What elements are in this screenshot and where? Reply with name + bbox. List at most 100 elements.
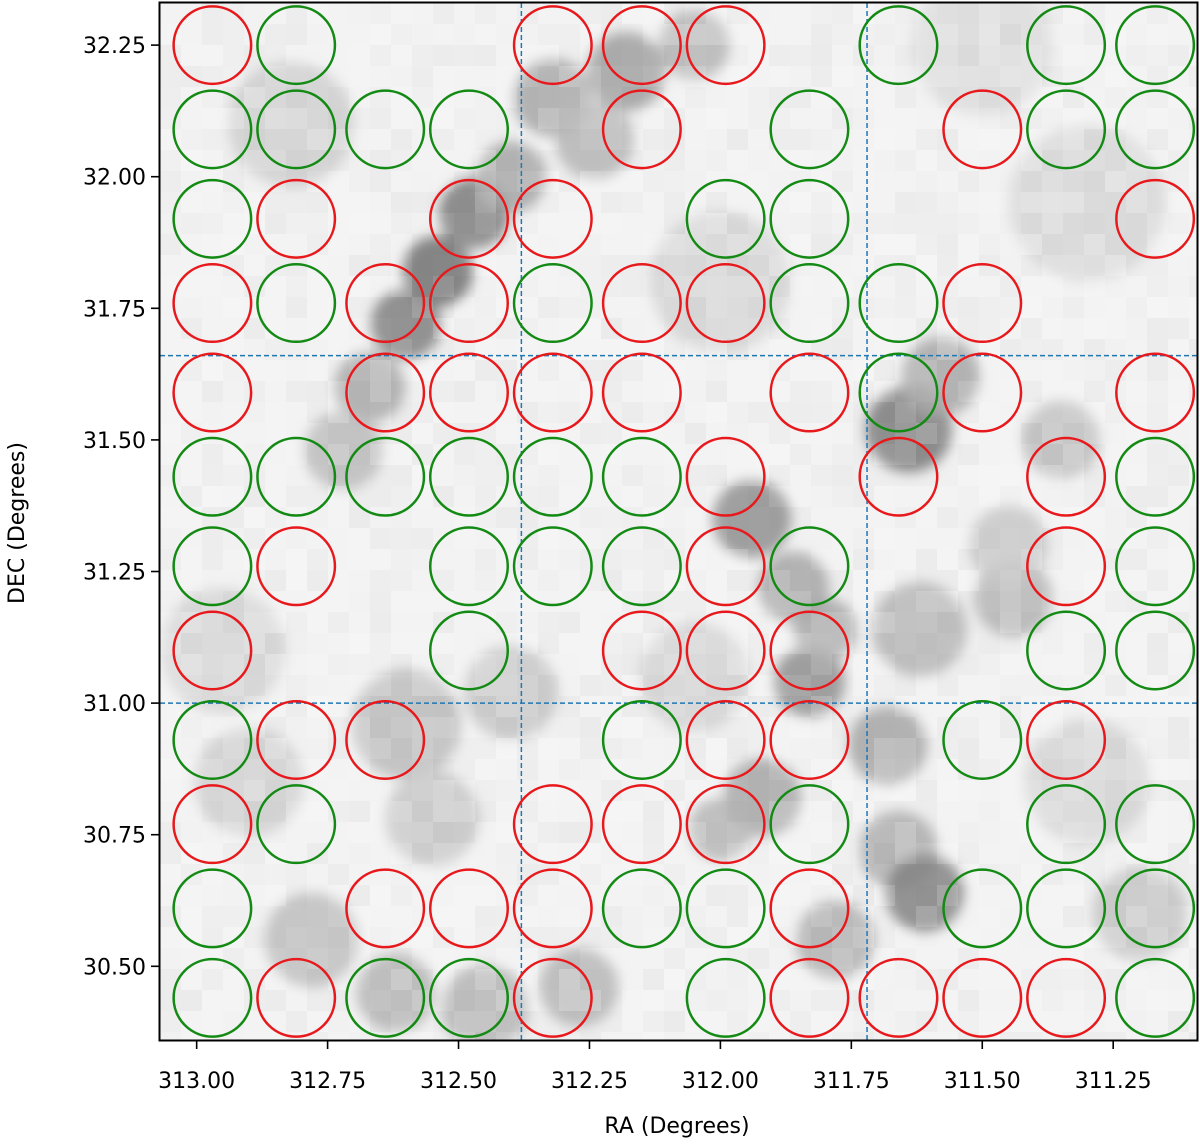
pixel-cell	[1021, 423, 1042, 444]
pixel-cell	[1084, 213, 1105, 234]
pixel-cell	[475, 570, 496, 591]
data-point	[172, 957, 253, 1038]
pixel-cell	[580, 843, 601, 864]
pixel-cell	[727, 213, 748, 234]
pixel-cell	[1168, 129, 1189, 150]
pixel-cell	[958, 591, 979, 612]
pixel-cell	[664, 297, 685, 318]
pixel-cell	[1147, 318, 1168, 339]
pixel-cell	[1147, 381, 1168, 402]
pixel-cell	[916, 864, 937, 885]
pixel-cell	[1063, 927, 1084, 948]
series-2	[172, 5, 1196, 1038]
data-point	[769, 526, 850, 607]
pixel-cell	[958, 507, 979, 528]
pixel-cell	[223, 549, 244, 570]
pixel-cell	[664, 822, 685, 843]
pixel-cell	[916, 150, 937, 171]
pixel-cell	[937, 234, 958, 255]
pixel-cell	[853, 234, 874, 255]
pixel-cell	[937, 633, 958, 654]
pixel-cell	[916, 906, 937, 927]
pixel-cell	[1021, 276, 1042, 297]
pixel-cell	[979, 507, 1000, 528]
pixel-cell	[853, 591, 874, 612]
pixel-cell	[349, 381, 370, 402]
pixel-cell	[433, 1032, 454, 1053]
pixel-cell	[538, 717, 559, 738]
pixel-cell	[349, 213, 370, 234]
pixel-cell	[1105, 87, 1126, 108]
pixel-cell	[1126, 948, 1147, 969]
pixel-cell	[1126, 339, 1147, 360]
pixel-cell	[328, 633, 349, 654]
pixel-cell	[1168, 24, 1189, 45]
pixel-cell	[1126, 1032, 1147, 1040]
pixel-cell	[727, 969, 748, 990]
pixel-cell	[874, 213, 895, 234]
pixel-cell	[496, 738, 517, 759]
pixel-cell	[874, 885, 895, 906]
pixel-cell	[916, 570, 937, 591]
pixel-cell	[685, 87, 706, 108]
pixel-cell	[538, 360, 559, 381]
pixel-cell	[265, 45, 286, 66]
pixel-cell	[811, 45, 832, 66]
pixel-cell	[622, 192, 643, 213]
pixel-cell	[1168, 738, 1189, 759]
intensity-blob	[463, 645, 559, 740]
pixel-cell	[832, 465, 853, 486]
pixel-cell	[1105, 927, 1126, 948]
pixel-cell	[328, 45, 349, 66]
pixel-cell	[433, 444, 454, 465]
pixel-cell	[496, 444, 517, 465]
pixel-cell	[559, 822, 580, 843]
pixel-cell	[958, 885, 979, 906]
pixel-cell	[832, 3, 853, 24]
pixel-cell	[685, 1032, 706, 1040]
pixel-cell	[391, 570, 412, 591]
pixel-cell	[580, 171, 601, 192]
pixel-cell	[454, 969, 475, 990]
pixel-cell	[958, 150, 979, 171]
pixel-cell	[769, 381, 790, 402]
pixel-cell	[811, 129, 832, 150]
pixel-cell	[1063, 864, 1084, 885]
pixel-cell	[370, 108, 391, 129]
pixel-cell	[937, 66, 958, 87]
pixel-cell	[643, 381, 664, 402]
pixel-cell	[181, 1011, 202, 1032]
pixel-cell	[1042, 444, 1063, 465]
pixel-cell	[664, 990, 685, 1011]
pixel-cell	[307, 465, 328, 486]
pixel-cell	[1021, 864, 1042, 885]
pixel-cell	[1000, 297, 1021, 318]
pixel-cell	[979, 591, 1000, 612]
pixel-cell	[391, 465, 412, 486]
pixel-cell	[1126, 1011, 1147, 1032]
pixel-cell	[1105, 276, 1126, 297]
pixel-cell	[1000, 843, 1021, 864]
pixel-cell	[727, 108, 748, 129]
pixel-cell	[1126, 192, 1147, 213]
pixel-cell	[475, 108, 496, 129]
pixel-cell	[664, 108, 685, 129]
pixel-cell	[370, 234, 391, 255]
pixel-cell	[1063, 906, 1084, 927]
pixel-cell	[1063, 171, 1084, 192]
pixel-cell	[370, 192, 391, 213]
pixel-cell	[202, 717, 223, 738]
pixel-cell	[1147, 1011, 1168, 1032]
intensity-blob	[385, 771, 480, 867]
pixel-cell	[370, 360, 391, 381]
pixel-cell	[223, 129, 244, 150]
pixel-cell	[328, 759, 349, 780]
pixel-cell	[307, 717, 328, 738]
pixel-cell	[538, 45, 559, 66]
pixel-cell	[874, 738, 895, 759]
pixel-cell	[958, 129, 979, 150]
pixel-cell	[727, 549, 748, 570]
pixel-cell	[1168, 570, 1189, 591]
pixel-cell	[160, 549, 181, 570]
pixel-cell	[706, 906, 727, 927]
